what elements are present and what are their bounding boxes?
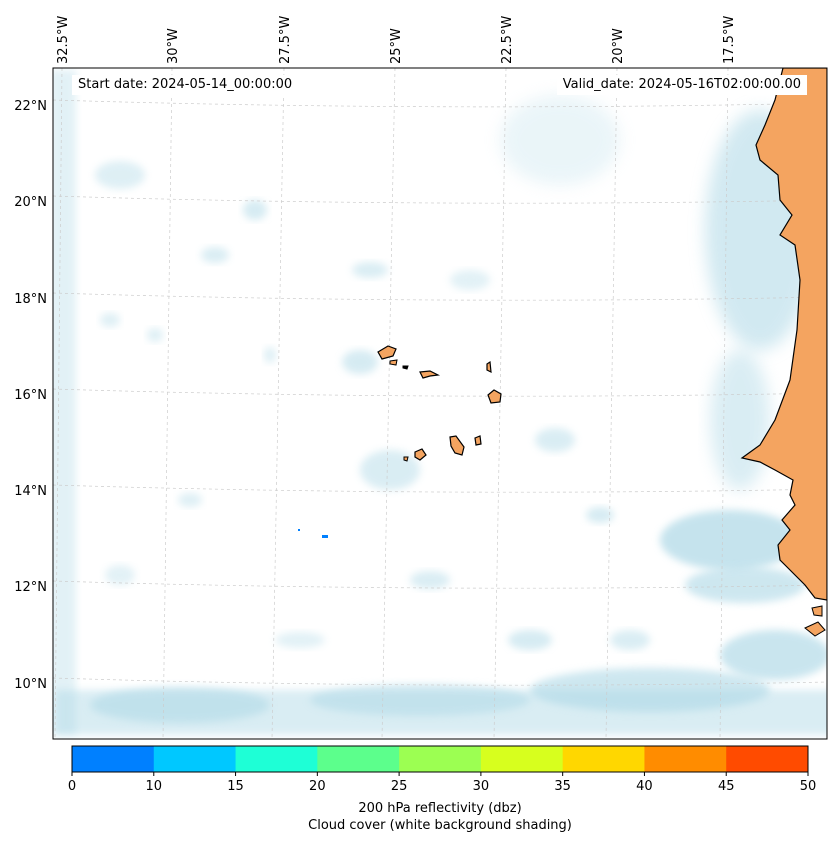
map-background [53, 68, 827, 739]
island-santiago [449, 435, 465, 456]
colorbar-label-line2: Cloud cover (white background shading) [308, 818, 572, 833]
colorbar-segment [235, 746, 318, 772]
colorbar-tick-label: 30 [473, 779, 490, 794]
colorbar-tick-label: 35 [554, 779, 571, 794]
island-sao-nicolau [419, 370, 441, 379]
bijagos-islands [804, 621, 826, 637]
colorbar-segment [72, 746, 155, 772]
island-sao-vicente [389, 359, 398, 366]
colorbar-segment [726, 746, 809, 772]
island-boa-vista [487, 389, 502, 404]
lat-label: 16°N [14, 388, 47, 403]
colorbar-segment [480, 746, 564, 772]
colorbar-tick-label: 45 [718, 779, 735, 794]
colorbar-tick-label: 10 [146, 779, 163, 794]
island-maio [474, 435, 482, 446]
land [377, 68, 827, 637]
lat-label: 10°N [14, 677, 47, 692]
lat-label: 22°N [14, 99, 47, 114]
lat-label: 20°N [14, 195, 47, 210]
lat-label: 18°N [14, 292, 47, 307]
lat-label: 14°N [14, 484, 47, 499]
colorbar-tick-label: 25 [391, 779, 408, 794]
colorbar-tick-label: 40 [636, 779, 653, 794]
colorbar-tick-label: 50 [800, 779, 817, 794]
africa-coast [740, 68, 827, 601]
lon-label: 32.5°W [56, 16, 71, 64]
lon-label: 17.5°W [722, 16, 737, 64]
valid-date-label: Valid_date: 2024-05-16T02:00:00.00 [556, 75, 807, 95]
reflectivity-echo [298, 529, 328, 538]
island-fogo [414, 448, 427, 461]
island-santa-luzia [402, 365, 409, 370]
start-date-label: Start date: 2024-05-14_00:00:00 [72, 75, 299, 95]
cloud-left-band [53, 70, 76, 735]
lon-label: 22.5°W [500, 16, 515, 64]
colorbar-tick-label: 0 [68, 779, 76, 794]
colorbar-segment [562, 746, 645, 772]
longitude-labels: 32.5°W 30°W 27.5°W 25°W 22.5°W 20°W 17.5… [56, 16, 737, 64]
lat-label: 12°N [14, 580, 47, 595]
lon-label: 30°W [166, 28, 181, 64]
colorbar: 0 10 15 20 25 30 35 40 45 50 [68, 745, 817, 794]
colorbar-segment [317, 746, 400, 772]
colorbar-segment [153, 746, 237, 772]
latitude-labels: 22°N 20°N 18°N 16°N 14°N 12°N 10°N [14, 99, 47, 692]
lon-label: 27.5°W [278, 16, 293, 64]
colorbar-tick-label: 15 [227, 779, 244, 794]
lon-label: 20°W [611, 28, 626, 64]
gridlines [53, 68, 827, 739]
colorbar-segment [399, 746, 482, 772]
island-brava [403, 456, 409, 462]
lon-label: 25°W [389, 28, 404, 64]
island-sal [486, 360, 492, 374]
colorbar-frame [71, 745, 809, 773]
island-santo-antao [377, 345, 397, 360]
colorbar-tick-label: 20 [309, 779, 326, 794]
colorbar-segment [644, 746, 727, 772]
map-frame [52, 67, 828, 740]
colorbar-label-line1: 200 hPa reflectivity (dbz) [358, 801, 522, 816]
